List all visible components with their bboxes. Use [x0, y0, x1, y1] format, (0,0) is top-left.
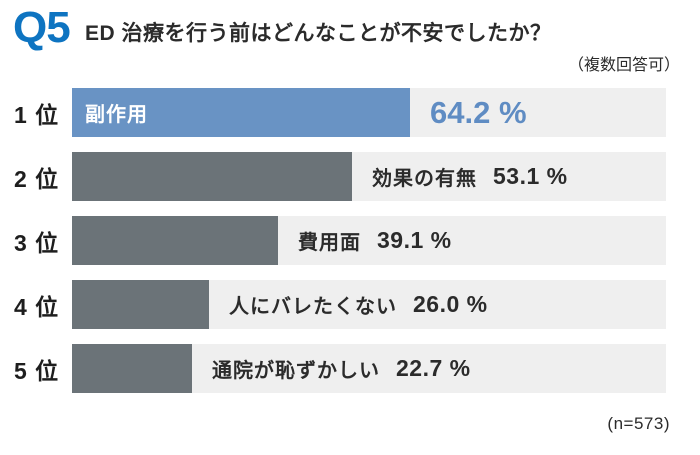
bar-value-label: 64.2 %	[430, 94, 527, 130]
bar-category-label: 人にバレたくない	[229, 296, 397, 318]
bar	[72, 344, 192, 393]
chart-header: Q5 ED 治療を行う前はどんなことが不安でしたか？ （複数回答可）	[0, 0, 700, 86]
bar	[72, 216, 278, 265]
bar-annotation: 通院が恥ずかしい 22.7 %	[212, 354, 471, 383]
bar-value-label: 53.1 %	[493, 163, 568, 189]
chart-row: 1 位 副作用 64.2 %	[0, 88, 700, 137]
rank-label: 5 位	[14, 357, 60, 384]
bar-category-label: 効果の有無	[372, 168, 477, 190]
chart-row: 3 位 費用面 39.1 %	[0, 216, 700, 265]
bar	[72, 280, 209, 329]
bar-category-label-inside: 副作用	[85, 104, 148, 126]
bar-track: 副作用 64.2 %	[72, 88, 666, 137]
multiple-answers-note: （複数回答可）	[567, 57, 680, 74]
bar: 副作用	[72, 88, 410, 137]
bar-track: 通院が恥ずかしい 22.7 %	[72, 344, 666, 393]
bar-value-label: 26.0 %	[413, 291, 488, 317]
chart-row: 4 位 人にバレたくない 26.0 %	[0, 280, 700, 329]
bar-annotation: 効果の有無 53.1 %	[372, 162, 568, 191]
chart-title: ED 治療を行う前はどんなことが不安でしたか？	[85, 22, 552, 45]
bar-annotation: 費用面 39.1 %	[298, 226, 452, 255]
rank-label: 4 位	[14, 293, 60, 320]
bar-annotation: 人にバレたくない 26.0 %	[229, 290, 488, 319]
chart-row: 2 位 効果の有無 53.1 %	[0, 152, 700, 201]
bar-track: 人にバレたくない 26.0 %	[72, 280, 666, 329]
chart-row: 5 位 通院が恥ずかしい 22.7 %	[0, 344, 700, 393]
bar	[72, 152, 352, 201]
bar-category-label: 通院が恥ずかしい	[212, 360, 380, 382]
bar-track: 費用面 39.1 %	[72, 216, 666, 265]
bar-track: 効果の有無 53.1 %	[72, 152, 666, 201]
question-number: Q5	[13, 3, 71, 52]
bar-value-label: 39.1 %	[377, 227, 452, 253]
chart-rows: 1 位 副作用 64.2 % 2 位 効果の有無 53.1 %	[0, 88, 700, 408]
rank-label: 3 位	[14, 229, 60, 256]
rank-label: 2 位	[14, 165, 60, 192]
bar-value-label: 22.7 %	[396, 355, 471, 381]
bar-annotation: 64.2 %	[430, 95, 527, 131]
rank-label: 1 位	[14, 101, 60, 128]
sample-size-note: (n=573)	[607, 414, 670, 433]
bar-category-label: 費用面	[298, 232, 361, 254]
